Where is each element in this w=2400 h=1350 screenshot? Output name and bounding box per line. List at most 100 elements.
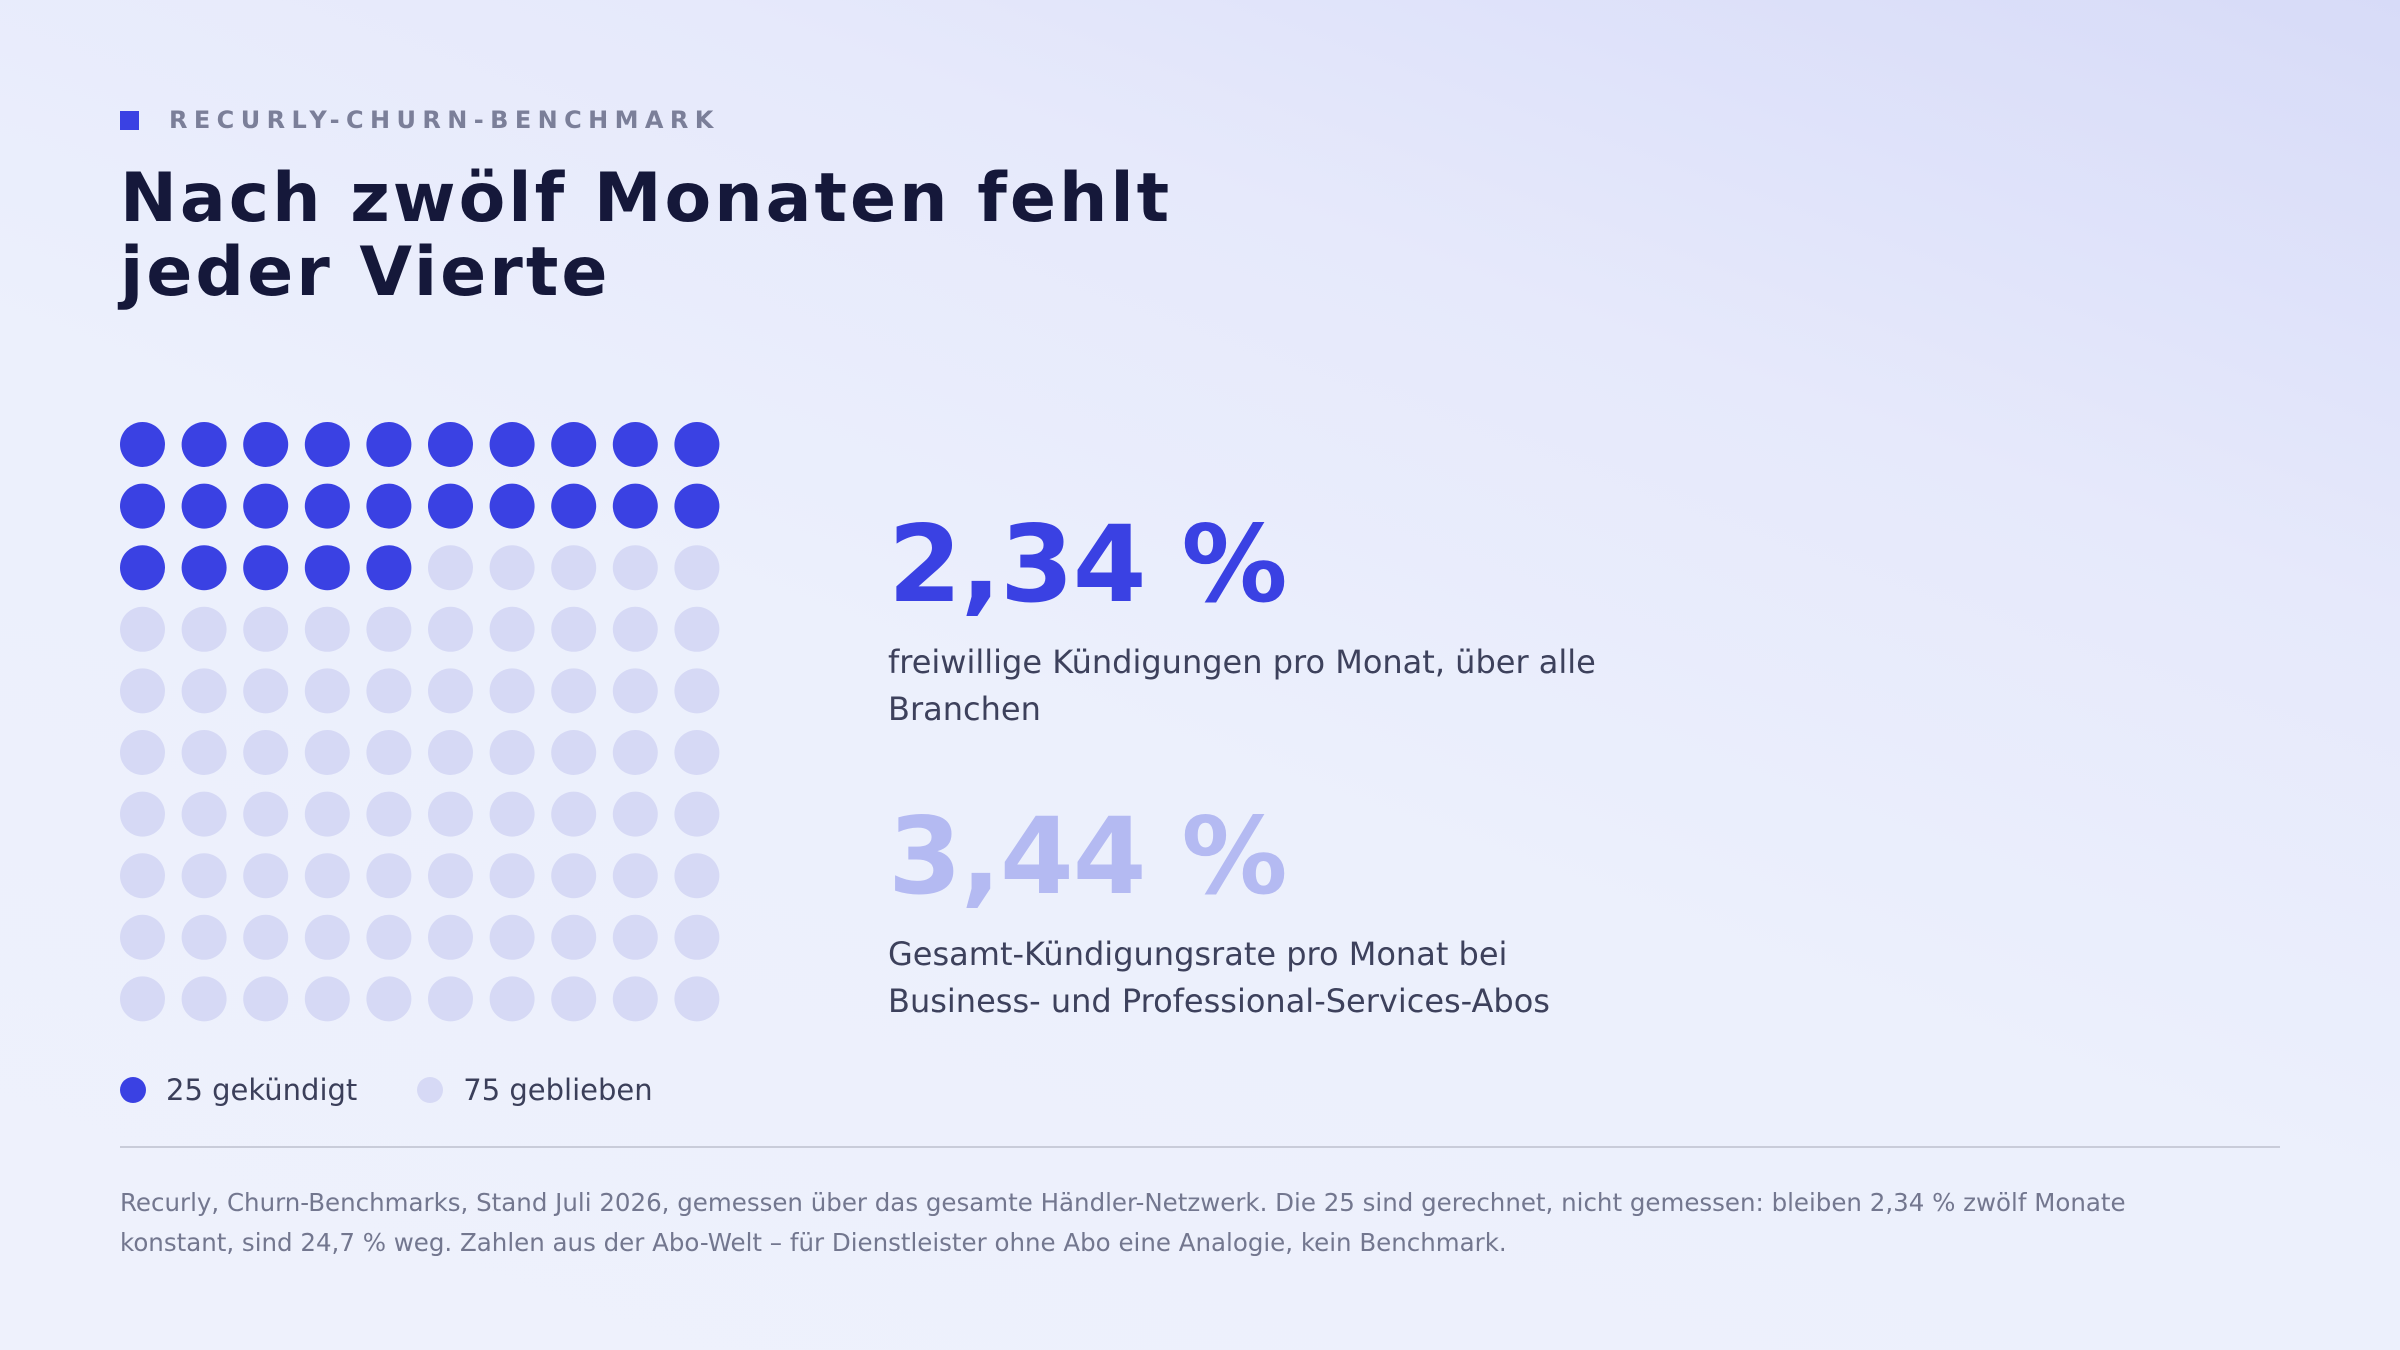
legend-item-retained: 75 geblieben <box>417 1073 653 1107</box>
waffle-dot-retained <box>674 914 720 960</box>
waffle-dot-retained <box>674 791 720 837</box>
waffle-dot-cancelled <box>243 545 289 591</box>
waffle-dot-retained <box>551 668 597 714</box>
waffle-dot-retained <box>120 914 165 960</box>
waffle-dot-retained <box>674 853 720 899</box>
waffle-dot-retained <box>428 668 473 714</box>
stat-desc-total-line-1: Gesamt-Kündigungsrate pro Monat bei <box>888 935 1508 973</box>
waffle-dot-retained <box>181 791 227 837</box>
source-line-2: konstant, sind 24,7 % weg. Zahlen aus de… <box>120 1228 1507 1257</box>
title-line-1: Nach zwölf Monaten fehlt <box>120 159 1173 238</box>
waffle-dot-retained <box>120 976 165 1022</box>
waffle-dot-retained <box>551 545 597 591</box>
waffle-dot-cancelled <box>428 422 473 467</box>
waffle-dot-retained <box>181 606 227 652</box>
waffle-dot-cancelled <box>304 483 350 529</box>
waffle-dot-retained <box>551 914 597 960</box>
stat-desc-voluntary-line-1: freiwillige Kündigungen pro Monat, über … <box>888 643 1596 681</box>
waffle-dot-retained <box>366 976 412 1022</box>
waffle-dot-retained <box>612 668 658 714</box>
waffle-dot-retained <box>304 853 350 899</box>
waffle-dot-retained <box>428 606 473 652</box>
waffle-dot-retained <box>181 730 227 775</box>
waffle-dot-retained <box>489 914 535 960</box>
waffle-dot-retained <box>181 914 227 960</box>
waffle-dot-retained <box>366 606 412 652</box>
waffle-dot-cancelled <box>366 545 412 591</box>
waffle-dot-retained <box>304 730 350 775</box>
waffle-dot-retained <box>551 853 597 899</box>
waffle-dot-retained <box>612 545 658 591</box>
waffle-dot-retained <box>243 668 289 714</box>
waffle-dot-cancelled <box>181 422 227 467</box>
waffle-dot-cancelled <box>120 422 165 467</box>
waffle-dot-cancelled <box>674 483 720 529</box>
waffle-dot-retained <box>366 730 412 775</box>
legend-label-retained: 75 geblieben <box>463 1073 653 1107</box>
legend-label-cancelled: 25 gekündigt <box>166 1073 358 1107</box>
waffle-dot-retained <box>612 791 658 837</box>
waffle-dot-cancelled <box>304 422 350 467</box>
waffle-dot-retained <box>674 668 720 714</box>
stat-desc-total: Gesamt-Kündigungsrate pro Monat bei Busi… <box>888 931 1648 1025</box>
waffle-dot-retained <box>612 914 658 960</box>
waffle-dot-cancelled <box>428 483 473 529</box>
legend-item-cancelled: 25 gekündigt <box>120 1073 357 1107</box>
waffle-dot-retained <box>428 976 473 1022</box>
waffle-dot-cancelled <box>120 545 165 591</box>
waffle-dot-retained <box>243 791 289 837</box>
stat-desc-total-line-2: Business- und Professional-Services-Abos <box>888 982 1550 1020</box>
waffle-dot-cancelled <box>489 422 535 467</box>
legend-swatch-retained <box>417 1077 444 1103</box>
waffle-dot-retained <box>489 545 535 591</box>
waffle-dot-retained <box>366 853 412 899</box>
divider <box>120 1146 2280 1148</box>
waffle-dot-retained <box>612 606 658 652</box>
waffle-dot-retained <box>304 791 350 837</box>
waffle-dot-retained <box>489 976 535 1022</box>
stat-voluntary-churn: 2,34 % freiwillige Kündigungen pro Monat… <box>888 505 1648 733</box>
waffle-dot-retained <box>366 791 412 837</box>
eyebrow-square-icon <box>120 110 139 130</box>
waffle-dot-retained <box>612 730 658 775</box>
waffle-dot-retained <box>120 791 165 837</box>
waffle-dot-cancelled <box>551 422 597 467</box>
waffle-dot-cancelled <box>181 483 227 529</box>
waffle-dot-retained <box>674 606 720 652</box>
waffle-dot-retained <box>674 976 720 1022</box>
waffle-dot-retained <box>243 853 289 899</box>
waffle-dot-retained <box>428 853 473 899</box>
waffle-dot-retained <box>181 668 227 714</box>
waffle-dot-cancelled <box>551 483 597 529</box>
waffle-dot-retained <box>304 668 350 714</box>
waffle-dot-retained <box>674 545 720 591</box>
waffle-dot-cancelled <box>489 483 535 529</box>
eyebrow-label: RECURLY-CHURN-BENCHMARK <box>169 106 720 134</box>
waffle-dot-retained <box>489 730 535 775</box>
waffle-dot-cancelled <box>120 483 165 529</box>
page-title: Nach zwölf Monaten fehlt jeder Vierte <box>120 162 1320 310</box>
waffle-dot-retained <box>428 791 473 837</box>
legend-swatch-cancelled <box>120 1077 146 1103</box>
waffle-dot-retained <box>243 976 289 1022</box>
waffle-dot-retained <box>120 730 165 775</box>
waffle-chart <box>120 422 720 1022</box>
waffle-dot-cancelled <box>181 545 227 591</box>
waffle-dot-retained <box>489 853 535 899</box>
waffle-dot-retained <box>243 914 289 960</box>
stat-desc-voluntary: freiwillige Kündigungen pro Monat, über … <box>888 639 1648 733</box>
stat-total-churn: 3,44 % Gesamt-Kündigungsrate pro Monat b… <box>888 797 1648 1025</box>
waffle-dot-retained <box>489 791 535 837</box>
waffle-dot-cancelled <box>674 422 720 467</box>
waffle-dot-retained <box>304 976 350 1022</box>
waffle-dot-retained <box>489 606 535 652</box>
title-line-2: jeder Vierte <box>120 233 611 312</box>
waffle-dot-retained <box>489 668 535 714</box>
waffle-dot-retained <box>120 853 165 899</box>
stat-value-voluntary: 2,34 % <box>888 503 1288 626</box>
waffle-dot-retained <box>612 853 658 899</box>
waffle-dot-cancelled <box>243 483 289 529</box>
waffle-dot-retained <box>551 976 597 1022</box>
waffle-dot-cancelled <box>366 483 412 529</box>
stat-value-total: 3,44 % <box>888 795 1288 918</box>
